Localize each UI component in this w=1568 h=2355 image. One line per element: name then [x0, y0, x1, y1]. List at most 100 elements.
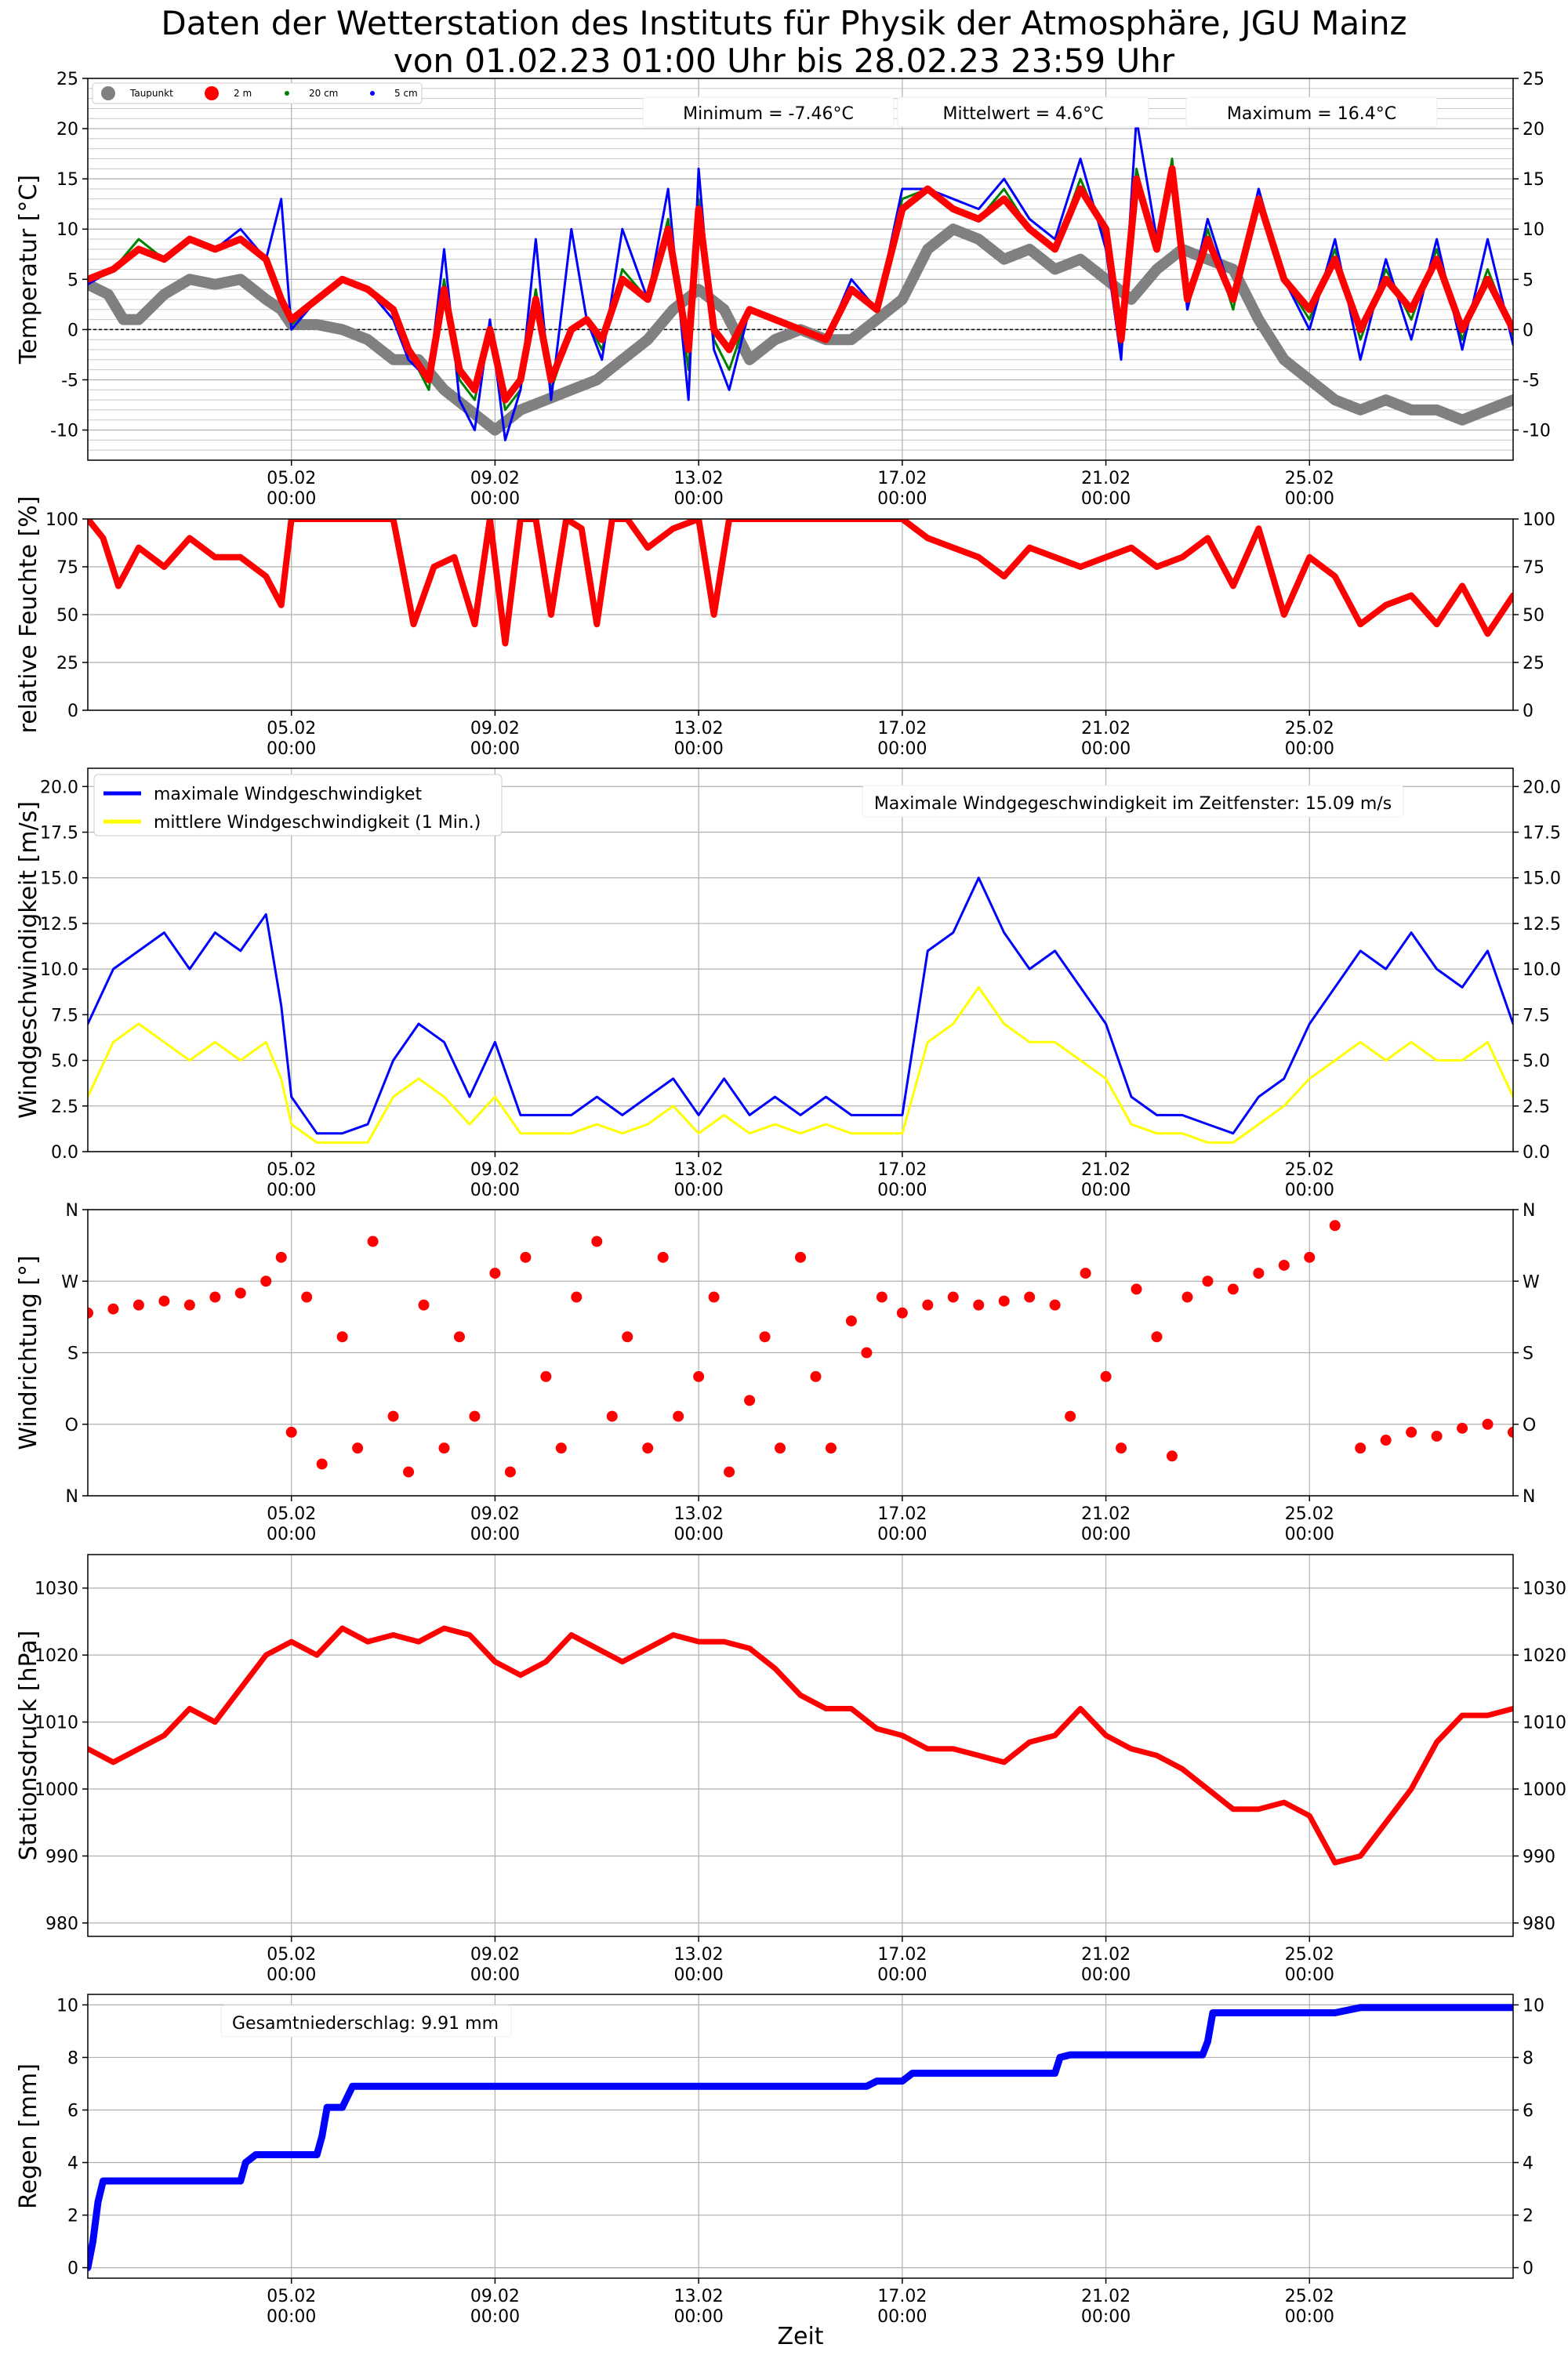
y-tick-label-right: N — [1523, 1487, 1535, 1507]
x-tick-label: 00:00 — [267, 489, 316, 509]
x-axis-label: Zeit — [777, 2323, 823, 2350]
series-line-rain — [88, 2004, 1513, 2272]
x-tick-label: 05.02 — [267, 469, 316, 488]
x-tick-label: 09.02 — [470, 1160, 520, 1180]
y-tick-label: S — [67, 1344, 78, 1364]
legend-marker-temp5cm — [370, 91, 375, 96]
scatter-point — [606, 1410, 618, 1422]
scatter-point — [336, 1331, 348, 1343]
x-tick-label: 00:00 — [267, 1181, 316, 1200]
stat-label: Maximum = 16.4°C — [1227, 104, 1396, 124]
scatter-point — [1304, 1251, 1316, 1263]
scatter-point — [896, 1307, 908, 1319]
x-tick-label: 00:00 — [673, 739, 723, 759]
scatter-point — [540, 1370, 552, 1382]
legend: maximale Windgeschwindigket mittlere Wind… — [93, 774, 503, 836]
scatter-point — [489, 1268, 501, 1279]
scatter-point — [1181, 1291, 1193, 1303]
scatter-point — [1065, 1410, 1076, 1422]
scatter-point — [1482, 1418, 1494, 1430]
plot-frame — [87, 78, 1514, 461]
scatter-point — [469, 1410, 481, 1422]
y-tick-label: 0 — [67, 2259, 78, 2279]
scatter-point — [1457, 1422, 1468, 1434]
y-tick-label: O — [65, 1416, 78, 1435]
y-tick-label-right: 6 — [1523, 2101, 1534, 2121]
x-tick-label: 25.02 — [1285, 1160, 1334, 1180]
scatter-point — [1166, 1450, 1178, 1462]
stat-box — [642, 96, 895, 128]
plot-frame — [87, 1994, 1514, 2279]
y-tick-label: 5.0 — [51, 1052, 78, 1072]
y-tick-label-right: 20 — [1523, 120, 1544, 140]
series-line-wind_mean — [88, 985, 1513, 1144]
scatter-point — [1131, 1283, 1142, 1295]
scatter-point — [275, 1251, 287, 1263]
y-tick-label-right: 1020 — [1523, 1646, 1566, 1666]
y-tick-label: 50 — [56, 606, 78, 626]
y-tick-label-right: 0 — [1523, 321, 1534, 340]
y-tick-label-right: 0 — [1523, 2259, 1534, 2279]
x-tick-label: 25.02 — [1285, 1504, 1334, 1524]
y-tick-label: -5 — [61, 371, 78, 390]
y-tick-label-right: 0 — [1523, 702, 1534, 721]
y-tick-label: 25 — [56, 654, 78, 673]
legend-marker-dewpoint — [101, 86, 115, 100]
legend-label: 2 m — [234, 88, 252, 99]
plot-frame — [87, 767, 1514, 1152]
scatter-point — [876, 1291, 887, 1303]
scatter-point — [744, 1395, 756, 1406]
scatter-point — [1329, 1220, 1341, 1232]
series-group — [88, 2004, 1513, 2272]
y-tick-label: 0.0 — [51, 1143, 78, 1163]
scatter-point — [998, 1295, 1010, 1307]
y-tick-label: 10 — [56, 220, 78, 240]
x-tick-label: 21.02 — [1081, 1945, 1131, 1965]
y-tick-label-right: -10 — [1523, 422, 1551, 441]
x-tick-label: 00:00 — [673, 1181, 723, 1200]
x-tick-label: 05.02 — [267, 719, 316, 738]
y-tick-label: 12.5 — [40, 915, 78, 934]
series-group — [88, 876, 1513, 1144]
series-group — [88, 117, 1513, 441]
scatter-point — [642, 1442, 654, 1454]
series-group — [88, 519, 1513, 647]
scatter-point — [825, 1442, 837, 1454]
x-tick-label: 13.02 — [674, 2287, 724, 2306]
scatter-point — [795, 1251, 806, 1263]
scatter-point — [438, 1442, 450, 1454]
y-tick-label: 15.0 — [40, 869, 78, 889]
y-tick-label-right: 25 — [1523, 654, 1544, 673]
x-tick-label: 00:00 — [1081, 489, 1131, 509]
legend-label: Taupunkt — [129, 88, 173, 99]
y-axis-label: Temperatur [°C] — [15, 175, 42, 365]
y-axis-label: Windrichtung [°] — [15, 1255, 42, 1450]
scatter-point — [453, 1331, 465, 1343]
y-tick-label: 17.5 — [40, 824, 78, 844]
y-tick-label-right: 50 — [1523, 606, 1544, 626]
scatter-point — [1431, 1430, 1443, 1442]
x-tick-label: 17.02 — [877, 719, 927, 738]
x-tick-label: 00:00 — [1285, 1181, 1334, 1200]
y-tick-label: -10 — [50, 422, 78, 441]
series-line-wind_max — [88, 876, 1513, 1135]
scatter-point — [504, 1466, 516, 1478]
scatter-point — [861, 1347, 873, 1359]
x-tick-label: 21.02 — [1081, 469, 1131, 488]
x-tick-label: 25.02 — [1285, 469, 1334, 488]
y-tick-label: 2 — [67, 2207, 78, 2226]
y-tick-label: 0 — [67, 702, 78, 721]
scatter-point — [183, 1299, 195, 1311]
y-tick-label: 4 — [67, 2154, 78, 2174]
y-tick-label-right: 990 — [1523, 1847, 1555, 1867]
x-tick-label: 13.02 — [674, 1160, 724, 1180]
y-tick-label: 2.5 — [51, 1098, 78, 1117]
x-tick-label: 21.02 — [1081, 1504, 1131, 1524]
panel-wind_direction: N NO OS SW WN N05.0200:0009.0200:0013.0200:00… — [15, 1201, 1540, 1544]
stat-box — [862, 785, 1404, 818]
scatter-point — [403, 1466, 415, 1478]
stat-label: Minimum = -7.46°C — [683, 104, 854, 124]
y-tick-label: 1000 — [34, 1780, 78, 1800]
series-line-pressure — [88, 1625, 1513, 1866]
